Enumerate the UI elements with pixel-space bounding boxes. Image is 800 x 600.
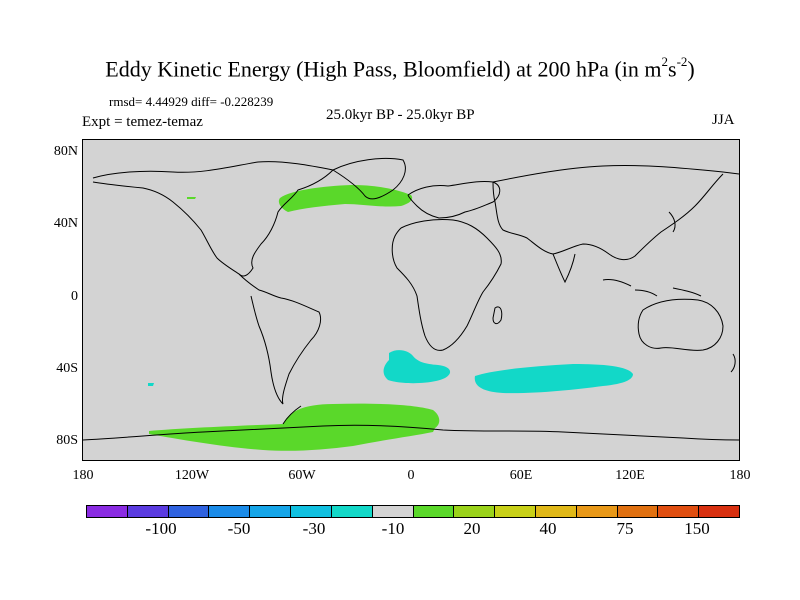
title-unit-s: s: [668, 56, 677, 82]
small-north-pacific-positive-anomaly: [187, 197, 196, 199]
colorbar-label-minus100: -100: [145, 519, 177, 538]
x-tick-60e: 60E: [509, 468, 533, 483]
y-tick-40s: 40S: [56, 361, 78, 376]
colorbar-box-1: [127, 506, 169, 517]
y-tick-80s: 80S: [56, 433, 78, 448]
x-tick-180-left: 180: [72, 468, 94, 483]
colorbar-label-minus10: -10: [381, 519, 405, 538]
colorbar-box-2: [168, 506, 210, 517]
colorbar-box-4: [250, 506, 292, 517]
colorbar-box-11: [535, 506, 577, 517]
south-atlantic-negative-anomaly: [383, 350, 451, 384]
colorbar-label-20: 20: [463, 519, 481, 538]
colorbar-box-0: [87, 506, 128, 517]
colorbar-box-14: [658, 506, 700, 517]
colorbar-box-6: [331, 506, 373, 517]
colorbar-box-3: [209, 506, 251, 517]
rmsd-diff-stats: rmsd= 4.44929 diff= -0.228239: [109, 94, 274, 109]
y-tick-40n: 40N: [53, 216, 78, 231]
colorbar-label-minus30: -30: [302, 519, 326, 538]
colorbar: [86, 505, 740, 518]
colorbar-box-15: [699, 506, 739, 517]
x-tick-120e: 120E: [615, 468, 645, 483]
x-tick-0: 0: [407, 468, 415, 483]
x-tick-60w: 60W: [288, 468, 316, 483]
colorbar-box-9: [454, 506, 496, 517]
south-indian-negative-anomaly: [474, 364, 633, 394]
small-south-pacific-negative-anomaly: [148, 383, 154, 386]
colorbar-box-12: [576, 506, 618, 517]
colorbar-box-8: [413, 506, 455, 517]
colorbar-box-10: [495, 506, 536, 517]
colorbar-label-150: 150: [684, 519, 710, 538]
period-label: 25.0kyr BP - 25.0kyr BP: [326, 107, 475, 123]
y-tick-0: 0: [71, 289, 78, 304]
y-tick-80n: 80N: [53, 144, 78, 159]
map-plot-area: [82, 139, 740, 461]
north-atlantic-positive-anomaly: [278, 185, 413, 212]
x-tick-120w: 120W: [174, 468, 210, 483]
colorbar-label-40: 40: [539, 519, 557, 538]
colorbar-label-75: 75: [616, 519, 634, 538]
figure-title: Eddy Kinetic Energy (High Pass, Bloomfie…: [0, 54, 800, 82]
colorbar-box-7: [372, 506, 414, 517]
title-unit-superscript-2: -2: [676, 54, 688, 69]
world-map: [83, 157, 739, 451]
x-tick-180-right: 180: [729, 468, 751, 483]
season-label: JJA: [712, 112, 735, 128]
colorbar-label-minus50: -50: [227, 519, 251, 538]
coastlines: [83, 157, 739, 441]
colorbar-box-5: [291, 506, 332, 517]
title-unit-superscript-1: 2: [661, 54, 669, 69]
experiment-label: Expt = temez-temaz: [82, 114, 203, 130]
title-close-paren: ): [687, 56, 695, 82]
title-text: Eddy Kinetic Energy (High Pass, Bloomfie…: [105, 56, 662, 82]
colorbar-box-13: [617, 506, 659, 517]
